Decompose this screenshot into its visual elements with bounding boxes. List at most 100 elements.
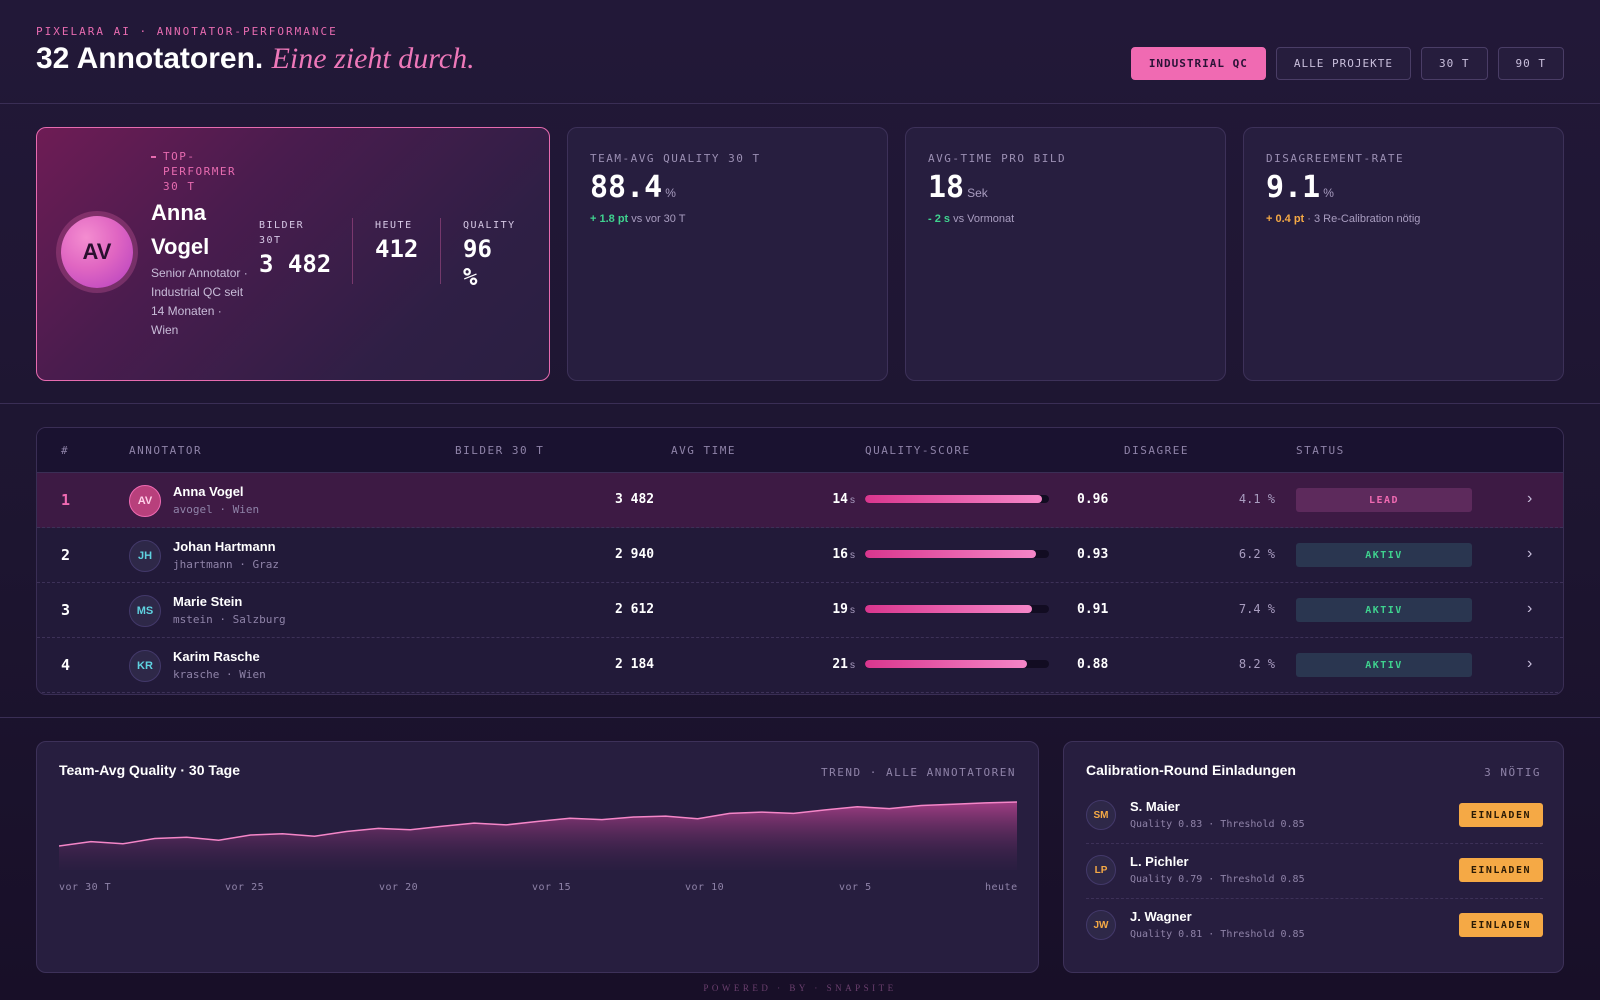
table-header: # ANNOTATOR BILDER 30 T AVG TIME QUALITY… (37, 428, 1563, 473)
kpi-unit: % (1323, 186, 1334, 200)
calibration-name: S. Maier (1130, 799, 1180, 814)
calibration-title: Calibration-Round Einladungen (1086, 762, 1296, 778)
list-item: LP L. Pichler Quality 0.79 · Threshold 0… (1086, 844, 1543, 899)
calibration-detail: Quality 0.79 · Threshold 0.85 (1130, 874, 1305, 885)
kpi-delta-note: vs vor 30 T (631, 213, 686, 225)
table-row[interactable]: 1 AV Anna Vogel avogel · Wien 3 482 14 s … (37, 473, 1563, 528)
column-header-disagree[interactable]: DISAGREE (1124, 444, 1189, 457)
x-tick-label: vor 10 (685, 882, 725, 893)
top-performer-description: Senior Annotator · Industrial QC seit 14… (151, 266, 248, 337)
x-tick-label: vor 30 T (59, 882, 112, 893)
kpi-value: 9.1% (1266, 170, 1334, 205)
kpi-value-number: 9.1 (1266, 170, 1321, 205)
kpi-label: DISAGREEMENT-RATE (1266, 152, 1405, 165)
annotator-name: Anna Vogel (173, 484, 244, 499)
column-header-annotator[interactable]: ANNOTATOR (129, 444, 203, 457)
chevron-right-icon[interactable]: › (1527, 490, 1533, 507)
annotator-handle: jhartmann · Graz (173, 558, 279, 571)
quality-bar-fill (865, 495, 1042, 503)
stat-value: 96 % (463, 235, 492, 291)
badge-dash-icon (151, 156, 156, 158)
avg-time-value: 16 (832, 547, 848, 562)
kpi-value: 18 Sek (928, 170, 988, 205)
column-header-quality[interactable]: QUALITY-SCORE (865, 444, 971, 457)
avg-time-value: 14 (832, 492, 848, 507)
quality-bar (865, 660, 1049, 668)
chevron-right-icon[interactable]: › (1527, 545, 1533, 562)
column-header-avg-time[interactable]: AVG TIME (671, 444, 736, 457)
x-tick-label: vor 25 (225, 882, 265, 893)
page-eyebrow: PIXELARA AI · ANNOTATOR-PERFORMANCE (36, 25, 338, 38)
top-performer-badge-label: TOP-PERFORMER 30 T (163, 150, 237, 193)
avatar: AV (61, 216, 133, 288)
x-tick-label: heute (985, 882, 1018, 893)
status-badge: AKTIV (1296, 653, 1472, 677)
calibration-card: Calibration-Round Einladungen 3 NÖTIG SM… (1063, 741, 1564, 973)
row-rank: 3 (61, 601, 71, 619)
leaderboard-section: # ANNOTATOR BILDER 30 T AVG TIME QUALITY… (0, 404, 1600, 718)
annotator-handle: mstein · Salzburg (173, 613, 286, 626)
leaderboard-table: # ANNOTATOR BILDER 30 T AVG TIME QUALITY… (36, 427, 1564, 695)
invite-button[interactable]: EINLADEN (1458, 858, 1543, 882)
avatar: KR (129, 650, 161, 682)
chart-meta: TREND · ALLE ANNOTATOREN (821, 766, 1016, 779)
top-performer-card[interactable]: AV TOP-PERFORMER 30 T Anna Vogel Senior … (36, 127, 550, 381)
trend-line (59, 801, 1017, 847)
column-header-images[interactable]: BILDER 30 T (455, 444, 545, 457)
filter-30-days-button[interactable]: 30 T (1421, 47, 1488, 80)
top-performer-badge: TOP-PERFORMER 30 T (151, 149, 241, 194)
column-header-status[interactable]: STATUS (1296, 444, 1345, 457)
chevron-right-icon[interactable]: › (1527, 600, 1533, 617)
avatar: LP (1086, 855, 1116, 885)
avg-time: 14 s (795, 492, 855, 507)
page-header: PIXELARA AI · ANNOTATOR-PERFORMANCE 32 A… (0, 0, 1600, 104)
avg-time: 19 s (795, 602, 855, 617)
row-rank: 1 (61, 491, 71, 509)
invite-button[interactable]: EINLADEN (1458, 803, 1543, 827)
column-header-rank[interactable]: # (61, 444, 70, 457)
stat-label: QUALITY (463, 220, 516, 231)
quality-score: 0.91 (1077, 602, 1109, 617)
quality-score: 0.93 (1077, 547, 1109, 562)
kpi-label: TEAM-AVG QUALITY 30 T (590, 152, 761, 165)
table-row[interactable]: 2 JH Johan Hartmann jhartmann · Graz 2 9… (37, 528, 1563, 583)
avg-time-unit: s (850, 660, 855, 671)
avatar: SM (1086, 800, 1116, 830)
avg-time-unit: s (850, 495, 855, 506)
filter-90-days-button[interactable]: 90 T (1497, 47, 1564, 80)
kpi-value-number: 88.4 (590, 170, 663, 205)
stat-value: 3 482 (259, 250, 332, 278)
kpi-delta: + 1.8 pt vs vor 30 T (590, 213, 686, 225)
kpi-label: AVG-TIME PRO BILD (928, 152, 1067, 165)
kpi-unit: % (665, 186, 676, 200)
annotator-name: Karim Rasche (173, 649, 260, 664)
kpi-value-number: 18 (928, 170, 965, 205)
invite-button[interactable]: EINLADEN (1458, 913, 1543, 937)
status-badge: LEAD (1296, 488, 1472, 512)
kpi-card-disagreement[interactable]: DISAGREEMENT-RATE 9.1% + 0.4 pt · 3 Re-C… (1243, 127, 1564, 381)
top-performer-stats: BILDER 30T 3 482 HEUTE 412 QUALITY 96 % (259, 218, 519, 291)
filter-all-projects-button[interactable]: ALLE PROJEKTE (1275, 47, 1411, 80)
kpi-card-avg-time[interactable]: AVG-TIME PRO BILD 18 Sek - 2 s vs Vormona… (905, 127, 1226, 381)
chevron-right-icon[interactable]: › (1527, 655, 1533, 672)
annotator-handle: krasche · Wien (173, 668, 266, 681)
images-count: 3 482 (615, 492, 655, 507)
table-row[interactable]: 3 MS Marie Stein mstein · Salzburg 2 612… (37, 583, 1563, 638)
images-count: 2 940 (615, 547, 655, 562)
kpi-delta: - 2 s vs Vormonat (928, 213, 1014, 225)
quality-bar-fill (865, 605, 1033, 613)
kpi-card-team-quality[interactable]: TEAM-AVG QUALITY 30 T 88.4% + 1.8 pt vs … (567, 127, 888, 381)
kpi-delta-value: + 1.8 pt (590, 213, 629, 225)
avatar: JH (129, 540, 161, 572)
annotator-name: Marie Stein (173, 594, 243, 609)
quality-trend-card: Team-Avg Quality · 30 Tage TREND · ALLE … (36, 741, 1039, 973)
x-tick-label: vor 5 (839, 882, 872, 893)
annotator-name: Johan Hartmann (173, 539, 276, 554)
filter-industrial-qc-button[interactable]: INDUSTRIAL QC (1130, 47, 1266, 80)
calibration-name: J. Wagner (1130, 909, 1192, 924)
kpi-unit: Sek (967, 186, 988, 200)
status-badge: AKTIV (1296, 543, 1472, 567)
quality-trend-chart (59, 801, 1017, 870)
table-row[interactable]: 4 KR Karim Rasche krasche · Wien 2 184 2… (37, 638, 1563, 693)
footer-credit: POWERED · BY · SNAPSITE (703, 983, 897, 993)
